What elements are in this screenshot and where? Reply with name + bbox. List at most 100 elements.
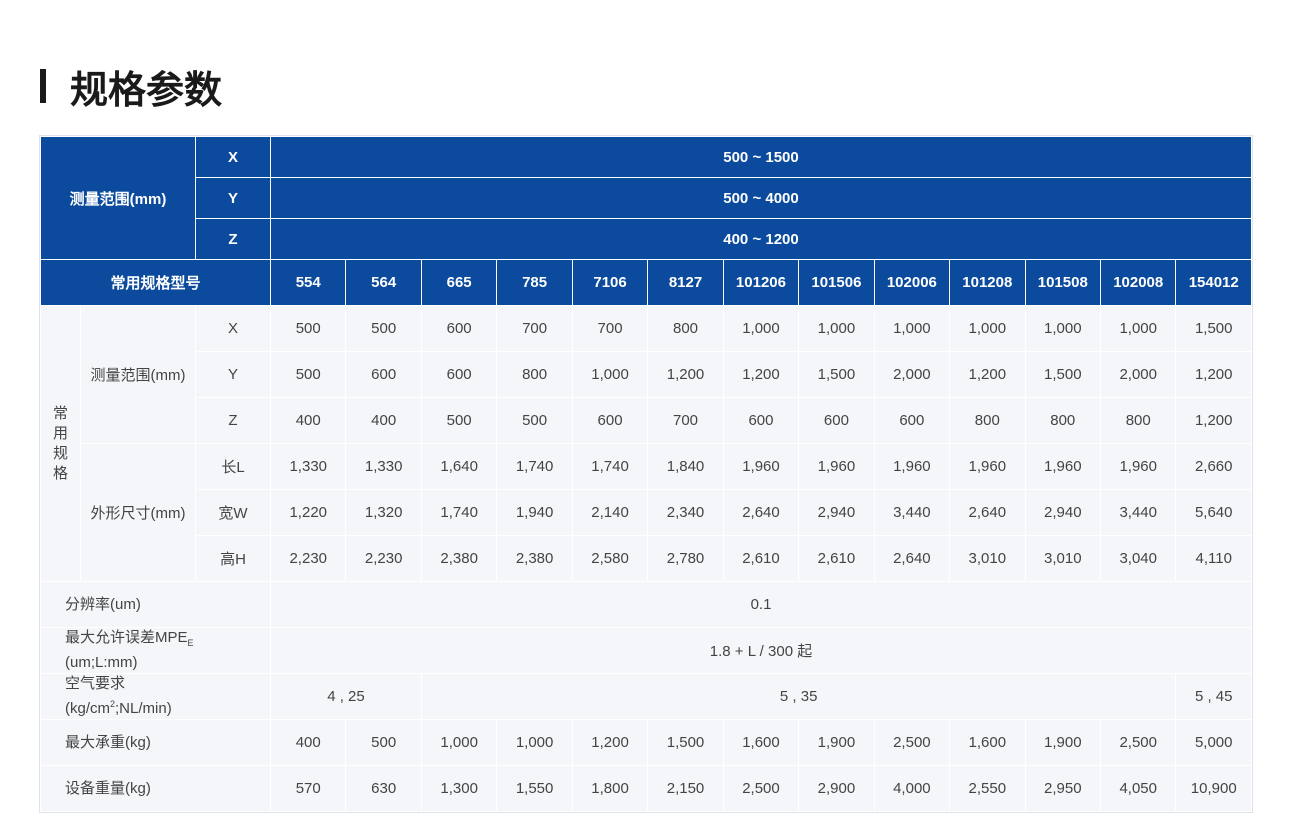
spec-value: 1,800: [571, 765, 649, 812]
spec-value: 500: [420, 397, 498, 444]
axis-label: 宽W: [195, 489, 272, 536]
model: 554: [270, 259, 347, 306]
spec-value: 2,500: [722, 765, 800, 812]
spec-value: 2,340: [647, 489, 724, 536]
spec-value: 1,000: [949, 305, 1026, 352]
subgroup-label: 外形尺寸(mm): [79, 443, 197, 582]
table-row: 最大承重(kg) 400 500 1,000 1,000 1,200 1,500 1,600 1…: [39, 719, 1252, 766]
model: 101508: [1024, 259, 1102, 306]
spec-value: 700: [647, 397, 724, 444]
spec-value: 500: [270, 351, 347, 398]
spec-value: 1,220: [270, 489, 347, 536]
spec-value: 1,330: [345, 443, 422, 490]
spec-value: 600: [722, 397, 800, 444]
spec-value: 3,010: [1024, 535, 1102, 582]
spec-value: 1,500: [647, 719, 724, 766]
spec-value: 1,200: [647, 351, 724, 398]
spec-value: 0.1: [270, 581, 1252, 628]
axis-label: 长L: [195, 443, 272, 490]
spec-value: 1,900: [798, 719, 875, 766]
table-row: Z 400 400 500 500 600 700 600 600 600 800 800 800 1,2…: [41, 397, 1252, 444]
spec-value: 600: [873, 397, 951, 444]
range-value: 400 ~ 1200: [270, 218, 1252, 260]
spec-value: 3,440: [1099, 489, 1177, 536]
range-value: 500 ~ 4000: [270, 177, 1252, 219]
axis-label: Y: [195, 351, 272, 398]
spec-value: 2,000: [873, 351, 951, 398]
label-text: 最大允许误差MPE: [65, 629, 188, 646]
subgroup-label: 测量范围(mm): [79, 305, 197, 444]
spec-value: 1,330: [270, 443, 347, 490]
spec-value: 1,200: [571, 719, 649, 766]
spec-value: 1,900: [1024, 719, 1102, 766]
spec-value: 3,010: [949, 535, 1026, 582]
spec-value: 1,000: [1024, 305, 1102, 352]
spec-table: 测量范围(mm) X 500 ~ 1500 Y 500 ~ 4000 Z 400 ~ 120…: [39, 135, 1253, 813]
spec-value: 3,440: [873, 489, 951, 536]
model: 665: [420, 259, 498, 306]
model: 8127: [647, 259, 724, 306]
spec-value: 500: [270, 305, 347, 352]
table-row: Y 500 600 600 800 1,000 1,200 1,200 1,500 2,000 1,…: [41, 351, 1252, 398]
spec-value: 1,550: [496, 765, 573, 812]
spec-value: 1,200: [1175, 397, 1252, 444]
model: 102006: [873, 259, 951, 306]
spec-value: 2,940: [1024, 489, 1102, 536]
spec-value: 1,740: [571, 443, 649, 490]
spec-value: 4,000: [873, 765, 951, 812]
label-text: 空气要求: [65, 675, 126, 692]
spec-value: 2,500: [1099, 719, 1177, 766]
spec-value: 1,000: [1099, 305, 1177, 352]
title-bar: [40, 69, 46, 103]
spec-value: 2,500: [873, 719, 951, 766]
spec-value: 500: [496, 397, 573, 444]
spec-value: 400: [345, 397, 422, 444]
label-text: (kg/cm: [65, 700, 110, 717]
spec-value: 4,050: [1099, 765, 1177, 812]
spec-value: 5,000: [1175, 719, 1252, 766]
spec-value: 570: [270, 765, 347, 812]
spec-value: 1,000: [722, 305, 800, 352]
spec-value: 2,140: [571, 489, 649, 536]
model: 101208: [949, 259, 1026, 306]
spec-value: 2,660: [1175, 443, 1252, 490]
spec-value: 400: [270, 397, 347, 444]
spec-value: 700: [571, 305, 649, 352]
spec-value: 1,840: [647, 443, 724, 490]
spec-value: 600: [420, 305, 498, 352]
spec-value: 800: [647, 305, 724, 352]
spec-value: 800: [949, 397, 1026, 444]
axis-label: X: [195, 305, 272, 352]
spec-value: 2,150: [647, 765, 724, 812]
model: 564: [345, 259, 422, 306]
spec-value: 1,300: [420, 765, 498, 812]
spec-value: 1,500: [798, 351, 875, 398]
spec-value: 2,940: [798, 489, 875, 536]
spec-value: 2,230: [345, 535, 422, 582]
spec-value: 1,320: [345, 489, 422, 536]
spec-value: 2,380: [420, 535, 498, 582]
spec-value: 2,610: [798, 535, 875, 582]
model: 154012: [1175, 259, 1252, 306]
row-label: 设备重量(kg): [39, 765, 272, 812]
spec-value: 2,380: [496, 535, 573, 582]
spec-value: 2,640: [722, 489, 800, 536]
row-label: 分辨率(um): [39, 581, 272, 628]
spec-value: 1,000: [420, 719, 498, 766]
model: 101506: [798, 259, 875, 306]
spec-value: 600: [798, 397, 875, 444]
spec-value: 1,000: [873, 305, 951, 352]
axis-label: Y: [195, 177, 272, 219]
spec-value: 1,200: [949, 351, 1026, 398]
label-superscript: 2: [110, 699, 116, 709]
spec-value: 1,500: [1024, 351, 1102, 398]
spec-value: 4 , 25: [270, 673, 422, 720]
spec-value: 630: [345, 765, 422, 812]
model: 7106: [571, 259, 649, 306]
spec-value: 2,640: [873, 535, 951, 582]
group-label: 常用规格: [40, 305, 81, 582]
spec-value: 10,900: [1175, 765, 1252, 812]
spec-value: 2,230: [270, 535, 347, 582]
range-value: 500 ~ 1500: [270, 136, 1252, 178]
